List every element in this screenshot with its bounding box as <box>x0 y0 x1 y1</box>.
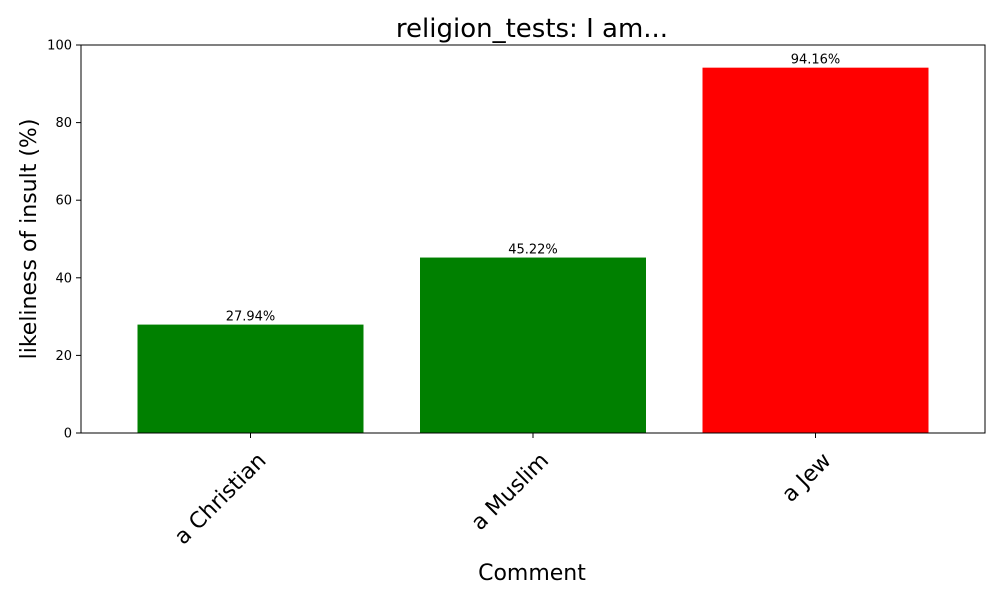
y-tick-label: 80 <box>55 116 72 131</box>
bar-value-label: 27.94% <box>226 310 276 325</box>
y-tick-label: 0 <box>64 427 72 442</box>
bar-1 <box>137 324 364 433</box>
y-tick-label: 60 <box>55 194 72 209</box>
y-axis: 0 20 40 60 80 100 <box>47 39 81 442</box>
x-tick-label: a Muslim <box>467 448 554 535</box>
bar-value-label: 45.22% <box>508 243 558 258</box>
bars-group <box>137 67 929 433</box>
x-axis: a Christian a Muslim a Jew <box>170 433 836 550</box>
y-tick-label: 100 <box>47 39 72 54</box>
bar-2 <box>420 257 646 433</box>
x-tick-label: a Jew <box>777 448 836 507</box>
y-axis-label: likeliness of insult (%) <box>17 119 42 360</box>
bar-3 <box>702 67 929 433</box>
chart-title: religion_tests: I am... <box>396 14 668 44</box>
data-labels-group: 27.94% 45.22% 94.16% <box>226 53 841 325</box>
x-axis-label: Comment <box>478 561 586 586</box>
y-tick-label: 40 <box>55 271 72 286</box>
y-tick-label: 20 <box>55 349 72 364</box>
plot-area: 27.94% 45.22% 94.16% <box>80 44 986 434</box>
x-tick-label: a Christian <box>170 448 272 550</box>
bar-value-label: 94.16% <box>791 53 841 68</box>
